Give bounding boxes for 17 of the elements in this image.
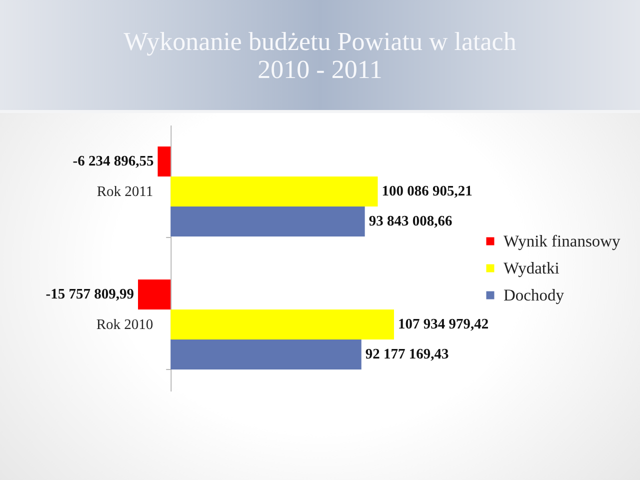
data-label: 100 086 905,21 — [382, 184, 472, 200]
data-label: 93 843 008,66 — [368, 214, 452, 230]
bar — [170, 176, 378, 207]
legend-label: Wydatki — [504, 258, 560, 278]
bar — [170, 206, 365, 237]
data-label: -6 234 896,55 — [72, 154, 154, 170]
bar — [170, 309, 394, 340]
bar — [170, 339, 362, 370]
bar — [158, 146, 171, 177]
data-label: -15 757 809,99 — [46, 286, 134, 302]
legend-label: Wynik finansowy — [504, 231, 622, 250]
y-tick-label: Rok 2011 — [96, 184, 154, 200]
data-label: 92 177 169,43 — [365, 346, 449, 362]
bar — [138, 279, 171, 310]
legend-label: Dochody — [504, 285, 565, 304]
data-label: 107 934 979,42 — [398, 316, 489, 332]
y-tick-label: Rok 2010 — [96, 316, 154, 333]
